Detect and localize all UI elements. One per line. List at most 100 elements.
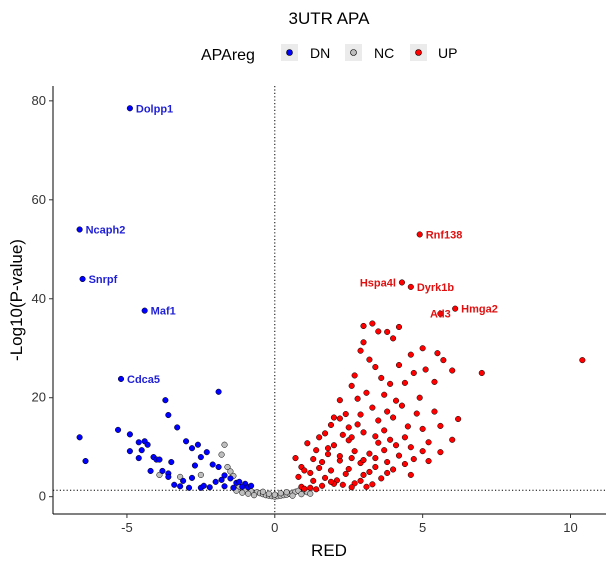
- data-point-up: [378, 374, 385, 381]
- data-point-up: [360, 322, 367, 330]
- data-point-up: [336, 397, 343, 404]
- point-label-atl3: Atl3: [430, 309, 451, 321]
- data-point-up: [369, 481, 376, 488]
- data-point-nc: [245, 490, 252, 497]
- data-point-dn: [115, 426, 122, 433]
- points-layer: [76, 105, 586, 500]
- data-point-up: [437, 422, 444, 429]
- data-point-up: [579, 357, 586, 364]
- data-point-up: [348, 382, 355, 389]
- data-point-dn: [126, 448, 133, 455]
- data-point-dn: [185, 484, 193, 491]
- data-point-up: [440, 357, 447, 364]
- data-point-up: [322, 474, 329, 481]
- data-point-up: [381, 447, 388, 454]
- data-point-up: [339, 431, 346, 438]
- data-point-up: [381, 391, 388, 398]
- axes: -5 0 5 10 0 20 40 60 80: [32, 86, 606, 535]
- data-point-dn: [144, 441, 151, 448]
- data-point-up: [319, 458, 326, 466]
- data-point-up: [395, 323, 403, 331]
- data-point-up: [478, 369, 485, 377]
- data-point-up: [366, 450, 373, 457]
- data-point-up: [431, 408, 438, 415]
- data-point-dn: [188, 474, 196, 481]
- data-point-up: [357, 411, 364, 418]
- data-point-up: [301, 485, 308, 492]
- data-point-up: [425, 458, 432, 465]
- data-point-dn: [147, 467, 154, 475]
- legend-marker-up: [415, 49, 422, 56]
- x-tick-label: 0: [271, 520, 278, 535]
- data-point-up: [360, 339, 367, 346]
- data-point-up: [310, 456, 317, 463]
- data-point-up: [401, 460, 408, 468]
- data-point-up: [395, 362, 403, 369]
- data-point-up: [345, 424, 352, 431]
- data-point-up: [301, 467, 308, 474]
- data-point-up: [339, 481, 346, 488]
- point-label-cdca5: Cdca5: [127, 374, 160, 386]
- y-tick-label: 60: [32, 192, 46, 207]
- data-point-up: [336, 453, 343, 460]
- data-point-up: [419, 345, 426, 352]
- data-point-dn: [236, 478, 243, 485]
- data-point-up: [390, 335, 397, 342]
- legend-marker-nc: [350, 49, 357, 56]
- data-point-dn: [215, 388, 222, 395]
- data-point-up: [348, 455, 355, 462]
- data-point-dn: [227, 475, 234, 482]
- point-label-snrpf: Snrpf: [89, 274, 118, 286]
- point-label-rnf138: Rnf138: [426, 229, 463, 241]
- data-point-up: [357, 477, 364, 484]
- data-point-up: [357, 347, 364, 354]
- data-point-nc: [298, 491, 305, 498]
- data-point-up: [387, 436, 394, 443]
- data-point-dn: [165, 473, 172, 480]
- data-point-snrpf: [79, 275, 86, 283]
- data-point-up: [410, 369, 417, 377]
- y-tick-label: 0: [39, 489, 46, 504]
- data-point-up: [390, 414, 397, 421]
- data-point-up: [372, 463, 379, 471]
- data-point-up: [324, 445, 332, 452]
- data-point-up: [360, 457, 367, 464]
- data-point-up: [395, 452, 403, 459]
- data-point-dn: [126, 431, 133, 438]
- data-point-dn: [135, 455, 142, 462]
- data-point-nc: [289, 492, 296, 499]
- data-point-up: [363, 483, 370, 490]
- data-point-nc: [251, 492, 258, 499]
- data-point-up: [316, 434, 323, 441]
- data-point-up: [401, 379, 408, 386]
- data-point-hmga2: [452, 305, 459, 312]
- data-point-dn: [206, 484, 213, 491]
- data-point-up: [330, 414, 337, 421]
- data-point-up: [348, 434, 355, 441]
- data-point-nc: [283, 489, 290, 496]
- data-point-dn: [197, 454, 204, 461]
- data-point-up: [304, 440, 311, 447]
- data-point-up: [295, 473, 302, 480]
- data-point-ncaph2: [76, 226, 83, 233]
- data-point-dn: [159, 467, 166, 475]
- data-point-dn: [191, 462, 198, 469]
- data-point-up: [392, 397, 400, 404]
- point-label-hspa4l: Hspa4l: [360, 277, 396, 289]
- data-point-dn: [209, 461, 216, 468]
- data-point-up: [455, 415, 462, 423]
- data-point-up: [360, 429, 367, 436]
- data-point-up: [392, 442, 400, 449]
- data-point-up: [345, 465, 352, 473]
- x-tick-label: -5: [121, 520, 133, 535]
- data-point-up: [313, 486, 320, 493]
- y-axis-label: -Log10(P-value): [7, 239, 26, 361]
- data-point-dn: [221, 472, 228, 479]
- data-point-up: [375, 439, 382, 446]
- x-tick-label: 10: [563, 520, 577, 535]
- data-point-up: [416, 394, 423, 401]
- data-point-dn: [188, 445, 196, 452]
- data-point-dn: [230, 484, 237, 491]
- y-tick-label: 80: [32, 93, 46, 108]
- data-point-nc: [224, 463, 231, 471]
